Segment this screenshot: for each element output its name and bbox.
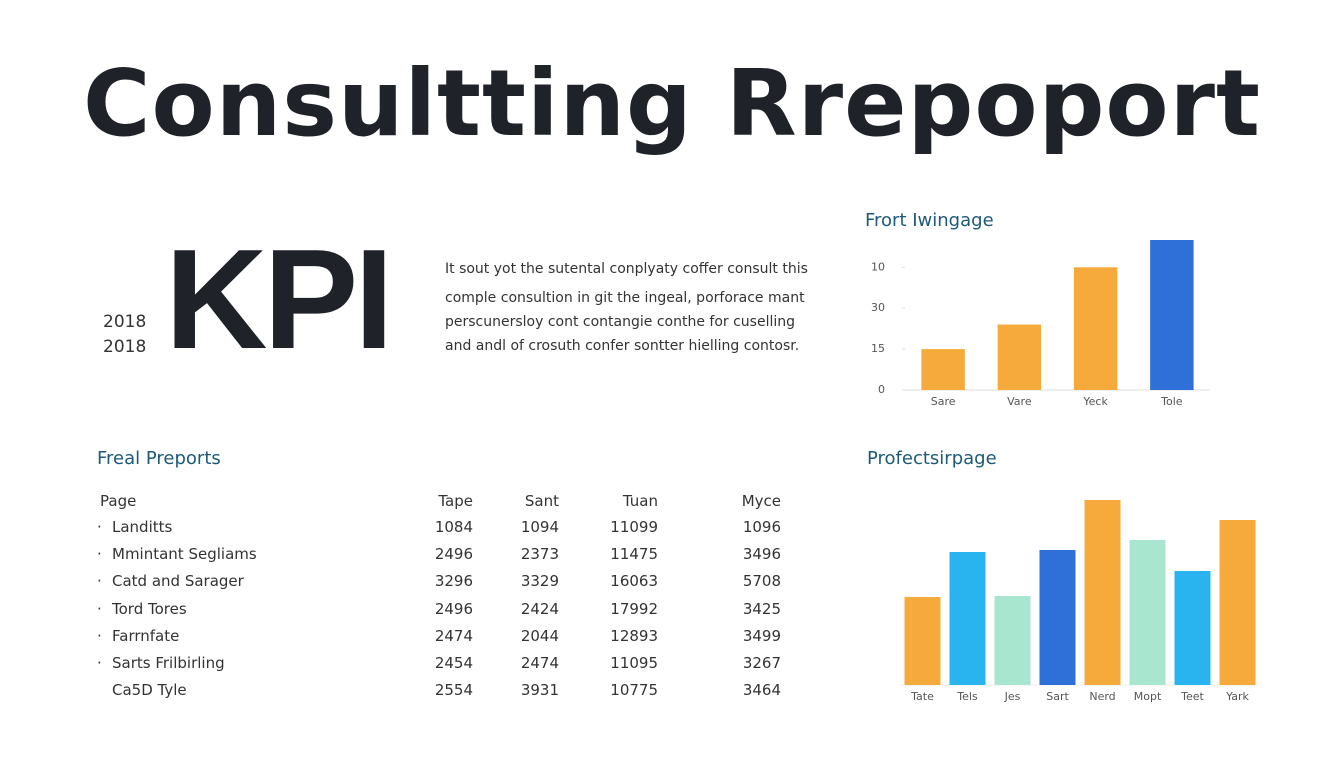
table-cell: 5708 xyxy=(742,572,781,591)
bullet: · xyxy=(97,599,102,618)
x-tick-label: Yeck xyxy=(1082,395,1108,408)
bullet: · xyxy=(97,545,102,564)
x-tick-label: Sare xyxy=(931,395,956,408)
table-cell: 16063 xyxy=(610,572,658,591)
table-cell: 3931 xyxy=(520,681,559,700)
x-tick-label: Nerd xyxy=(1089,690,1115,703)
report-title: Consultting Rrepoport xyxy=(83,50,1261,157)
column-header: Sant xyxy=(524,492,559,510)
x-tick-label: Sart xyxy=(1046,690,1069,703)
table-cell: Farrnfate xyxy=(112,626,180,645)
bullet: · xyxy=(97,626,102,645)
table-cell: 11095 xyxy=(610,654,658,672)
bar xyxy=(949,552,986,685)
table-cell: 3464 xyxy=(742,681,781,700)
table-cell: 2474 xyxy=(434,626,473,645)
table-cell: 17992 xyxy=(610,599,658,618)
bar xyxy=(904,597,941,685)
x-tick-label: Yark xyxy=(1225,690,1249,703)
table-cell: 11099 xyxy=(610,518,658,536)
table-cell: Tord Tores xyxy=(112,599,187,618)
table-cell: Mmintant Segliams xyxy=(112,545,257,564)
y-tick-label: 10 xyxy=(871,260,885,273)
paragraph-line: It sout yot the sutental conplyaty coffe… xyxy=(445,261,808,277)
table-cell: 1094 xyxy=(520,518,559,536)
bar xyxy=(1219,520,1256,685)
table-cell: 1096 xyxy=(742,518,781,536)
chart: Tate Tels Jes Sart Nerd Mopt Teet Yark xyxy=(900,500,1260,703)
table-cell: Ca5D Tyle xyxy=(112,681,187,700)
x-tick-label: Vare xyxy=(1007,395,1032,408)
table-cell: 10775 xyxy=(610,681,658,700)
x-tick-label: Tate xyxy=(910,690,934,703)
chart: 0 15 30 10 Sare Vare Yeck Tole xyxy=(871,240,1210,408)
table-cell: Catd and Sarager xyxy=(112,572,244,591)
table-cell: 2373 xyxy=(520,545,559,564)
bullet: · xyxy=(97,572,102,591)
column-header: Page xyxy=(100,492,137,510)
bar xyxy=(994,596,1031,685)
x-tick-label: Jes xyxy=(1004,690,1021,703)
kpi-label: KPI xyxy=(165,220,394,379)
paragraph-line: comple consultion in git the ingeal, por… xyxy=(445,290,805,306)
year: 2018 xyxy=(103,337,147,357)
year: 2018 xyxy=(103,312,147,332)
chart-title: Frort Iwingage xyxy=(865,210,994,231)
column-header: Tuan xyxy=(622,492,658,510)
bar xyxy=(1073,267,1118,390)
table-cell: 2496 xyxy=(434,599,473,618)
x-tick-label: Teet xyxy=(1180,690,1204,703)
table-cell: 3425 xyxy=(742,599,781,618)
bar xyxy=(1039,550,1076,685)
y-tick-label: 0 xyxy=(878,383,885,396)
bar xyxy=(921,349,965,390)
table-cell: 2496 xyxy=(434,545,473,564)
bullet: · xyxy=(97,518,102,536)
table-cell: 11475 xyxy=(610,545,658,564)
paragraph-line: perscunersloy cont contangie conthe for … xyxy=(445,314,796,330)
bar xyxy=(997,324,1042,390)
table-cell: 2554 xyxy=(434,681,473,700)
table-cell: 2424 xyxy=(520,599,559,618)
table-cell: 3496 xyxy=(742,545,781,564)
paragraph-line: and andl of crosuth confer sontter hiell… xyxy=(445,338,800,354)
column-header: Myce xyxy=(741,492,781,510)
table-cell: 12893 xyxy=(610,626,658,645)
chart-title: Profectsirpage xyxy=(867,448,997,469)
table-cell: 2044 xyxy=(520,626,559,645)
y-tick-label: 15 xyxy=(871,342,885,355)
table-cell: 1084 xyxy=(434,518,473,536)
table-cell: 3499 xyxy=(742,626,781,645)
table-cell: Sarts Frilbirling xyxy=(112,654,225,672)
table-cell: 3267 xyxy=(742,654,781,672)
bar xyxy=(1150,240,1194,390)
table-cell: 2474 xyxy=(520,654,559,672)
x-tick-label: Tole xyxy=(1160,395,1183,408)
table-cell: 3329 xyxy=(520,572,559,591)
bar xyxy=(1174,571,1211,685)
column-header: Tape xyxy=(438,492,473,510)
y-tick-label: 30 xyxy=(871,301,885,314)
bar xyxy=(1084,500,1121,685)
bullet: · xyxy=(97,654,102,672)
x-tick-label: Mopt xyxy=(1134,690,1162,703)
table-title: Freal Preports xyxy=(97,448,221,469)
bar xyxy=(1129,540,1166,685)
table-cell: Landitts xyxy=(112,518,173,536)
x-tick-label: Tels xyxy=(956,690,978,703)
table-cell: 3296 xyxy=(434,572,473,591)
table-cell: 2454 xyxy=(434,654,473,672)
